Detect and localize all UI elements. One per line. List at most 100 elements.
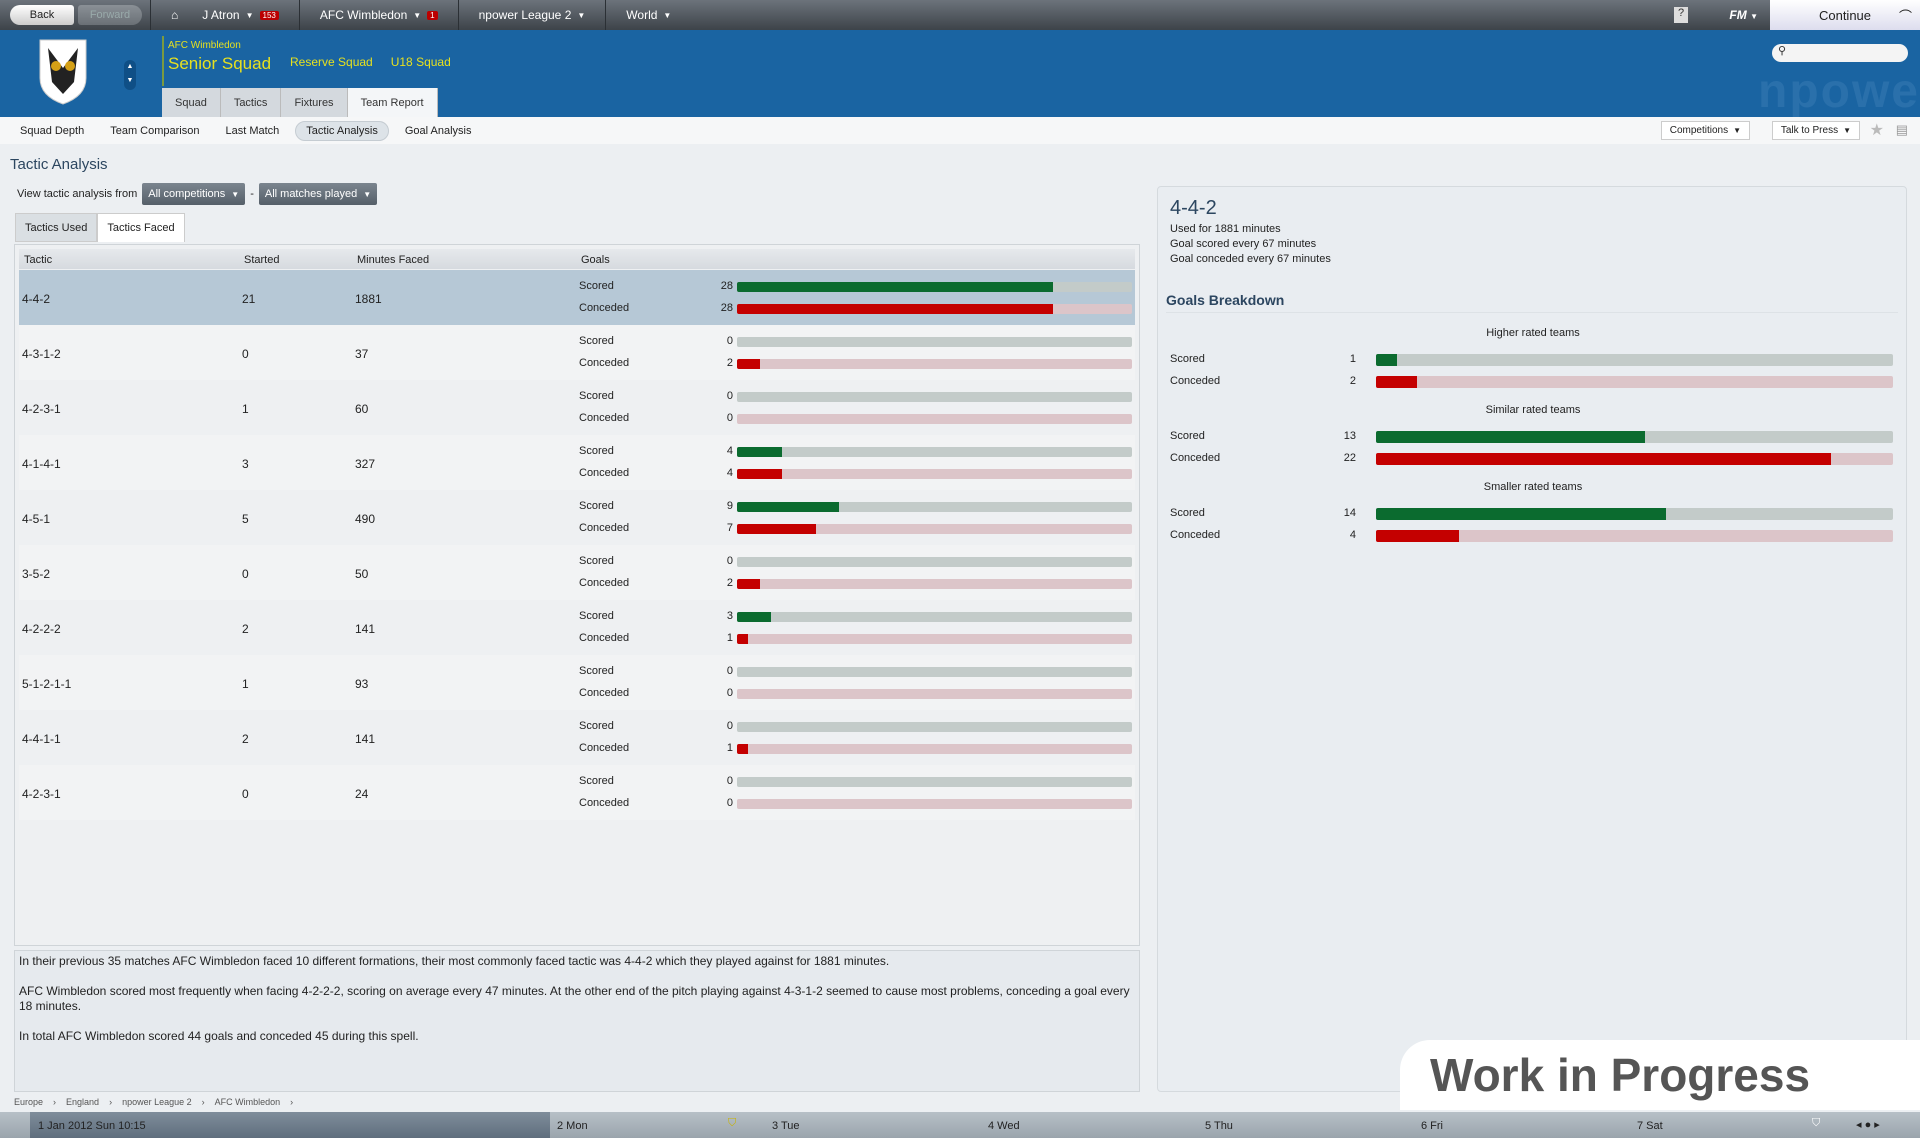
breadcrumb-item[interactable]: England — [66, 1097, 100, 1107]
home-icon[interactable]: ⌂ — [171, 8, 179, 22]
conceded-label: Conceded — [579, 467, 630, 479]
conceded-bar-fill — [737, 469, 783, 479]
competitions-button[interactable]: Competitions ▼ — [1660, 121, 1750, 140]
scored-bar — [1376, 508, 1893, 520]
subnav-goal-analysis[interactable]: Goal Analysis — [404, 124, 472, 137]
started-cell: 5 — [242, 512, 249, 526]
chevron-down-icon: ▼ — [663, 10, 672, 20]
tactics-table: Tactic Started Minutes Faced Goals 4-4-2… — [14, 244, 1140, 946]
chevron-down-icon: ▼ — [1733, 126, 1741, 135]
table-row[interactable]: 4-4-1-1 2 141 Scored 0 Conceded 1 — [19, 710, 1135, 765]
manager-menu[interactable]: J Atron ▼ 153 — [190, 8, 291, 22]
work-in-progress-overlay: Work in Progress — [1400, 1040, 1920, 1110]
add-note-icon[interactable]: ▤ — [1895, 122, 1908, 137]
table-row[interactable]: 5-1-2-1-1 1 93 Scored 0 Conceded 0 — [19, 655, 1135, 710]
today-label: 1 Jan 2012 Sun 10:15 — [38, 1120, 146, 1132]
table-row[interactable]: 4-3-1-2 0 37 Scored 0 Conceded 2 — [19, 325, 1135, 380]
scored-value: 0 — [726, 390, 733, 402]
tab-tactics[interactable]: Tactics — [220, 88, 282, 117]
calendar-day[interactable]: 5 Thu — [1205, 1120, 1233, 1132]
chevron-down-icon: ▼ — [231, 189, 240, 199]
scored-value: 13 — [1343, 430, 1356, 442]
started-cell: 2 — [242, 732, 249, 746]
scored-bar — [737, 282, 1132, 292]
col-minutes[interactable]: Minutes Faced — [357, 254, 430, 266]
tab-team-report[interactable]: Team Report — [347, 88, 438, 117]
star-icon[interactable]: ★ — [1869, 122, 1884, 139]
col-tactic[interactable]: Tactic — [24, 254, 53, 266]
scored-bar — [737, 447, 1132, 457]
calendar-day[interactable]: 2 Mon — [557, 1120, 588, 1132]
col-goals[interactable]: Goals — [581, 254, 610, 266]
world-menu[interactable]: World ▼ — [614, 8, 683, 22]
fm-menu[interactable]: FM ▼ — [1729, 8, 1758, 22]
table-row[interactable]: 4-4-2 21 1881 Scored 28 Conceded 28 — [19, 270, 1135, 325]
forward-button[interactable]: Forward — [78, 5, 142, 25]
continue-button[interactable]: Continue ⌒ — [1770, 0, 1920, 30]
subnav-tactic-analysis[interactable]: Tactic Analysis — [295, 120, 389, 141]
squad-switcher-arrows[interactable]: ▲ ▼ — [124, 60, 136, 90]
scored-bar — [737, 557, 1132, 567]
subnav-squad-depth[interactable]: Squad Depth — [20, 124, 85, 137]
news-badge[interactable]: 1 — [427, 10, 438, 20]
conceded-bar — [737, 469, 1132, 479]
conceded-bar-fill — [737, 579, 760, 589]
search-icon: ⚲ — [1778, 45, 1787, 57]
table-row[interactable]: 4-2-2-2 2 141 Scored 3 Conceded 1 — [19, 600, 1135, 655]
calendar-day[interactable]: 7 Sat — [1637, 1120, 1663, 1132]
conceded-bar — [1376, 453, 1893, 465]
divider — [162, 36, 164, 86]
breadcrumb-item[interactable]: Europe — [14, 1097, 44, 1107]
club-menu[interactable]: AFC Wimbledon ▼ 1 — [308, 8, 450, 22]
calendar-scroll-icon[interactable]: ◂ ● ▸ — [1856, 1119, 1880, 1131]
conceded-label: Conceded — [579, 357, 630, 369]
breadcrumb-item[interactable]: AFC Wimbledon — [214, 1097, 281, 1107]
sponsor-watermark: npowe — [1758, 65, 1920, 117]
calendar-day[interactable]: 4 Wed — [988, 1120, 1020, 1132]
talk-to-press-button[interactable]: Talk to Press ▼ — [1771, 121, 1860, 140]
subnav-last-match[interactable]: Last Match — [225, 124, 280, 137]
matches-dropdown[interactable]: All matches played ▼ — [258, 183, 378, 205]
reserve-squad-link[interactable]: Reserve Squad — [290, 55, 373, 69]
table-row[interactable]: 4-1-4-1 3 327 Scored 4 Conceded 4 — [19, 435, 1135, 490]
conceded-value: 4 — [726, 467, 733, 479]
calendar-day[interactable]: 3 Tue — [772, 1120, 800, 1132]
table-row[interactable]: 4-5-1 5 490 Scored 9 Conceded 7 — [19, 490, 1135, 545]
calendar-today[interactable]: 1 Jan 2012 Sun 10:15 — [30, 1112, 550, 1138]
match-shield-icon: ⛉ — [1812, 1117, 1821, 1129]
conceded-label: Conceded — [1170, 452, 1221, 464]
club-header: npowe ▲ ▼ AFC Wimbledon Senior Squad Rese… — [0, 30, 1920, 117]
tab-fixtures[interactable]: Fixtures — [281, 88, 348, 117]
club-label[interactable]: AFC Wimbledon — [168, 40, 241, 51]
table-row[interactable]: 3-5-2 0 50 Scored 0 Conceded 2 — [19, 545, 1135, 600]
league-menu[interactable]: npower League 2 ▼ — [467, 8, 598, 22]
conceded-bar-fill — [1376, 453, 1831, 465]
conceded-bar — [737, 359, 1132, 369]
table-row[interactable]: 4-2-3-1 0 24 Scored 0 Conceded 0 — [19, 765, 1135, 820]
subnav-team-comparison[interactable]: Team Comparison — [110, 124, 200, 137]
started-cell: 0 — [242, 347, 249, 361]
inbox-badge[interactable]: 153 — [259, 10, 279, 20]
help-button[interactable]: ? — [1674, 7, 1688, 23]
col-started[interactable]: Started — [244, 254, 280, 266]
scored-label: Scored — [579, 280, 614, 292]
table-row[interactable]: 4-2-3-1 1 60 Scored 0 Conceded 0 — [19, 380, 1135, 435]
conceded-value: 28 — [720, 302, 733, 314]
calendar-day[interactable]: 6 Fri — [1421, 1120, 1443, 1132]
competition-dropdown[interactable]: All competitions ▼ — [142, 183, 246, 205]
tab-squad[interactable]: Squad — [162, 88, 221, 117]
search-input[interactable]: ⚲ — [1772, 44, 1908, 62]
summary-text: In their previous 35 matches AFC Wimbled… — [19, 954, 890, 968]
breadcrumb-item[interactable]: npower League 2 — [122, 1097, 192, 1107]
conceded-label: Conceded — [579, 742, 630, 754]
chevron-down-icon: ▼ — [413, 10, 422, 20]
tab-tactics-used[interactable]: Tactics Used — [15, 213, 98, 242]
goals-breakdown-title: Goals Breakdown — [1166, 292, 1285, 308]
minutes-cell: 1881 — [355, 292, 382, 306]
tab-tactics-faced[interactable]: Tactics Faced — [97, 213, 185, 242]
manager-name: J Atron — [202, 8, 240, 22]
u18-squad-link[interactable]: U18 Squad — [390, 55, 451, 69]
scored-value: 0 — [726, 775, 733, 787]
conceded-bar — [737, 744, 1132, 754]
back-button[interactable]: Back — [10, 5, 74, 25]
